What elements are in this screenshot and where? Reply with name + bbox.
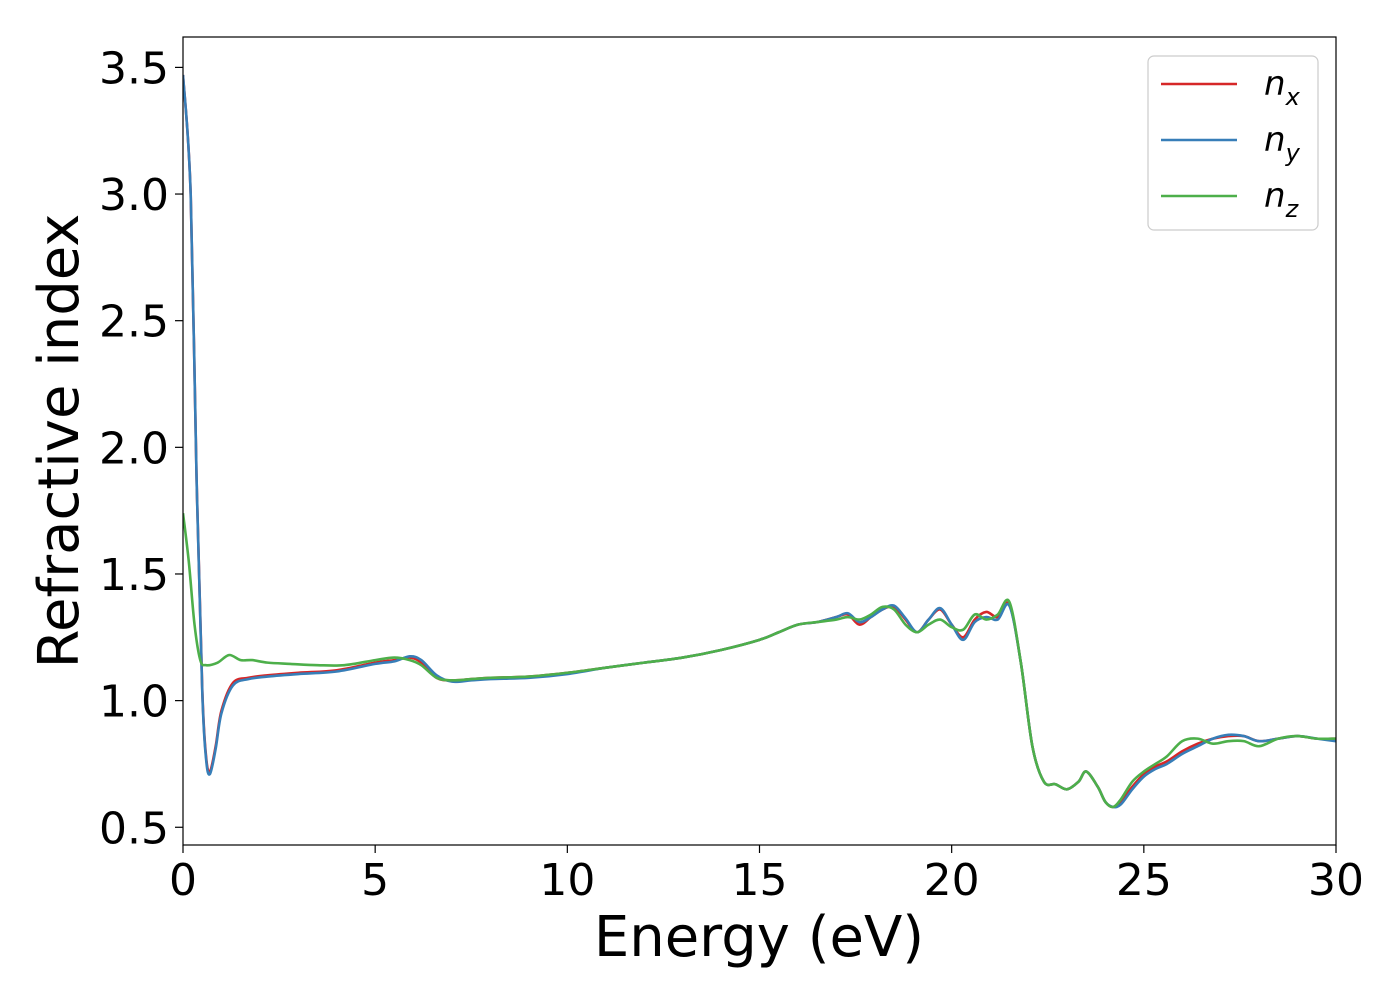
legend-label-n-y: ny [1264, 120, 1301, 167]
legend: nx ny nz [1147, 55, 1319, 231]
x-axis-title: Energy (eV) [594, 905, 924, 970]
y-axis-ticks: 0.5 1.0 1.5 2.0 2.5 3.0 3.5 [99, 43, 183, 854]
y-tick-label: 2.5 [99, 297, 169, 348]
y-tick-label: 2.0 [99, 423, 169, 474]
y-tick-label: 1.5 [99, 550, 169, 601]
y-tick-label: 3.5 [99, 43, 169, 94]
x-tick-label: 25 [1116, 855, 1172, 906]
x-tick-label: 15 [732, 855, 788, 906]
x-axis-ticks: 0 5 10 15 20 25 30 [169, 845, 1364, 906]
legend-box [1147, 55, 1319, 231]
legend-label-n-z: nz [1264, 176, 1300, 223]
legend-label-n-x: nx [1264, 64, 1301, 111]
x-tick-label: 0 [169, 855, 197, 906]
x-tick-label: 5 [361, 855, 389, 906]
x-tick-label: 10 [539, 855, 595, 906]
x-tick-label: 20 [924, 855, 980, 906]
x-tick-label: 30 [1308, 855, 1364, 906]
y-tick-label: 1.0 [99, 677, 169, 728]
series-line-n-z [183, 513, 1336, 809]
y-tick-label: 3.0 [99, 170, 169, 221]
plot-lines [183, 74, 1336, 809]
series-line-n-y [183, 74, 1336, 809]
y-tick-label: 0.5 [99, 803, 169, 854]
y-axis-title: Refractive index [27, 214, 92, 669]
